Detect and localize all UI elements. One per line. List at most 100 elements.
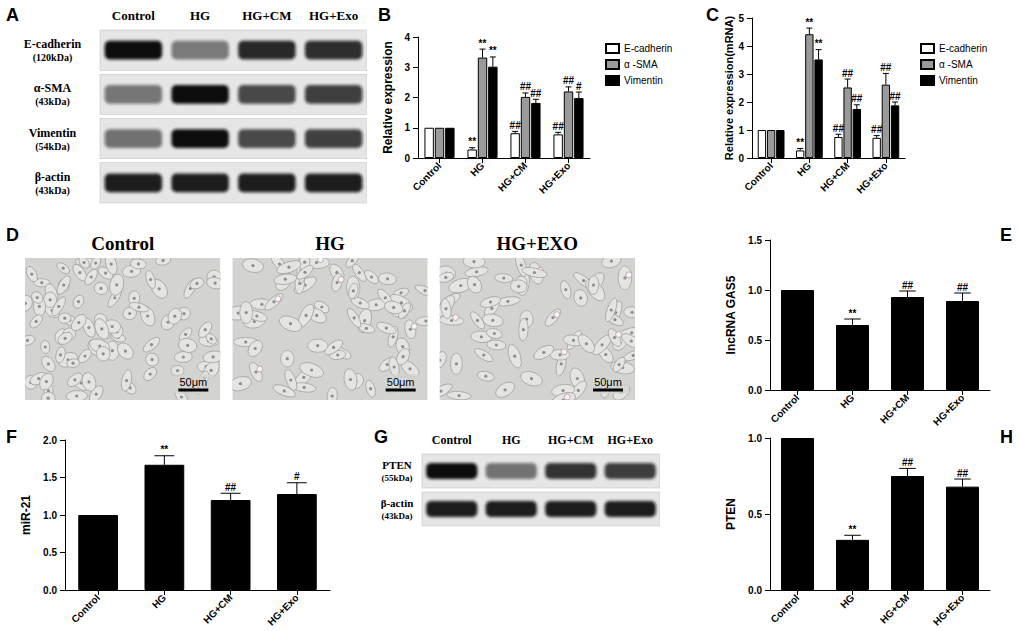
svg-text:Control: Control	[69, 592, 102, 625]
svg-text:HG+CM: HG+CM	[878, 592, 911, 625]
svg-text:HG: HG	[838, 392, 857, 411]
svg-text:##: ##	[902, 457, 914, 468]
svg-text:##: ##	[957, 468, 969, 479]
svg-text:#: #	[576, 81, 582, 92]
svg-text:(43kDa): (43kDa)	[382, 511, 413, 521]
svg-text:(55kDa): (55kDa)	[382, 473, 413, 483]
svg-text:miR-21: miR-21	[19, 495, 33, 535]
svg-text:1: 1	[738, 125, 744, 136]
svg-text:Vimentin: Vimentin	[29, 126, 77, 140]
svg-text:HG: HG	[502, 433, 521, 447]
svg-text:4: 4	[738, 41, 744, 52]
svg-text:4: 4	[404, 32, 410, 43]
svg-text:(43kDa): (43kDa)	[35, 96, 69, 108]
svg-text:Control: Control	[742, 160, 775, 193]
svg-text:E-cadherin: E-cadherin	[24, 37, 82, 51]
svg-text:HG+Exo: HG+Exo	[537, 160, 572, 195]
svg-text:##: ##	[880, 62, 892, 73]
svg-text:##: ##	[871, 124, 883, 135]
svg-text:1.0: 1.0	[43, 510, 57, 521]
svg-text:β-actin: β-actin	[35, 170, 71, 184]
svg-text:**: **	[489, 45, 497, 56]
svg-text:##: ##	[851, 93, 863, 104]
svg-text:HG+CM: HG+CM	[201, 592, 234, 625]
svg-text:3: 3	[404, 62, 410, 73]
svg-text:E-cadherin: E-cadherin	[939, 43, 987, 54]
svg-text:##: ##	[563, 75, 575, 86]
svg-text:2.0: 2.0	[43, 435, 57, 446]
svg-text:HG: HG	[838, 592, 857, 611]
svg-text:(120kDa): (120kDa)	[33, 52, 72, 64]
svg-text:HG+Exo: HG+Exo	[931, 592, 966, 627]
svg-text:0.5: 0.5	[748, 509, 762, 520]
svg-text:HG+EXO: HG+EXO	[497, 233, 579, 254]
svg-text:Relative expression: Relative expression	[381, 41, 395, 154]
svg-text:0.0: 0.0	[43, 585, 57, 596]
svg-text:1.5: 1.5	[748, 235, 762, 246]
svg-text:HG+CM: HG+CM	[496, 160, 529, 193]
svg-text:α -SMA: α -SMA	[624, 59, 658, 70]
svg-text:HG+Exo: HG+Exo	[265, 592, 300, 627]
svg-text:50μm: 50μm	[387, 376, 415, 388]
svg-text:3: 3	[738, 69, 744, 80]
svg-text:**: **	[805, 17, 813, 28]
svg-text:Control: Control	[432, 433, 472, 447]
svg-text:0.5: 0.5	[748, 335, 762, 346]
svg-text:HG: HG	[315, 233, 345, 254]
svg-text:HG: HG	[150, 592, 169, 611]
svg-text:HG: HG	[795, 160, 814, 179]
svg-text:PTEN: PTEN	[382, 459, 411, 471]
svg-text:**: **	[468, 136, 476, 147]
svg-text:##: ##	[890, 91, 902, 102]
svg-text:1.0: 1.0	[748, 433, 762, 444]
svg-text:**: **	[849, 524, 857, 535]
svg-text:PTEN: PTEN	[724, 498, 738, 530]
svg-text:HG+CM: HG+CM	[548, 433, 594, 447]
svg-text:(54kDa): (54kDa)	[35, 141, 69, 153]
svg-text:##: ##	[842, 68, 854, 79]
svg-text:Control: Control	[91, 233, 154, 254]
svg-text:2: 2	[404, 92, 410, 103]
svg-text:Control: Control	[769, 392, 802, 425]
svg-text:**: **	[815, 38, 823, 49]
svg-text:HG+Exo: HG+Exo	[931, 392, 966, 427]
svg-text:**: **	[160, 444, 168, 455]
svg-text:1: 1	[404, 122, 410, 133]
svg-text:0: 0	[404, 153, 410, 164]
svg-text:##: ##	[510, 120, 522, 131]
svg-text:Vimentin: Vimentin	[624, 75, 663, 86]
svg-text:0: 0	[738, 153, 744, 164]
svg-text:**: **	[849, 308, 857, 319]
svg-text:1.5: 1.5	[43, 472, 57, 483]
svg-text:HG: HG	[468, 160, 487, 179]
svg-text:HG: HG	[190, 8, 210, 23]
svg-text:##: ##	[957, 282, 969, 293]
svg-text:##: ##	[902, 280, 914, 291]
svg-text:HG+CM: HG+CM	[878, 392, 911, 425]
svg-text:β-actin: β-actin	[381, 497, 414, 509]
svg-text:0.0: 0.0	[748, 385, 762, 396]
svg-text:HG+Exo: HG+Exo	[309, 8, 358, 23]
svg-text:1.0: 1.0	[748, 285, 762, 296]
svg-text:α -SMA: α -SMA	[939, 59, 973, 70]
svg-text:##: ##	[833, 123, 845, 134]
svg-text:HG+Exo: HG+Exo	[854, 160, 889, 195]
svg-text:(43kDa): (43kDa)	[35, 185, 69, 197]
svg-text:5: 5	[738, 13, 744, 24]
svg-text:**: **	[796, 137, 804, 148]
svg-text:50μm: 50μm	[179, 376, 207, 388]
svg-text:**: **	[479, 38, 487, 49]
svg-text:Control: Control	[112, 8, 155, 23]
svg-text:HG+CM: HG+CM	[818, 160, 851, 193]
svg-text:Control: Control	[769, 592, 802, 625]
svg-text:E-cadherin: E-cadherin	[624, 43, 672, 54]
svg-text:α-SMA: α-SMA	[34, 81, 72, 95]
svg-text:Vimentin: Vimentin	[939, 75, 978, 86]
svg-text:lncRNA GAS5: lncRNA GAS5	[724, 275, 738, 354]
svg-text:2: 2	[738, 97, 744, 108]
svg-text:Relative expression(mRNA): Relative expression(mRNA)	[723, 16, 735, 161]
svg-text:##: ##	[530, 88, 542, 99]
svg-text:##: ##	[225, 482, 237, 493]
svg-text:##: ##	[553, 121, 565, 132]
svg-text:HG+Exo: HG+Exo	[607, 433, 653, 447]
